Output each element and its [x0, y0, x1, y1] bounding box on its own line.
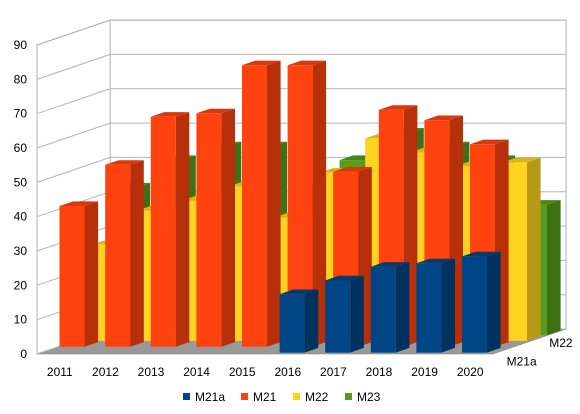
legend-label: M21: [253, 390, 277, 404]
bar-top: [333, 167, 372, 172]
legend-swatch-M21a: [183, 393, 190, 400]
gridline: [36, 19, 567, 46]
bar-side: [395, 262, 410, 353]
x-tick-label: 2017: [320, 365, 347, 379]
bar-M21-2013: [150, 112, 190, 347]
y-tick-label: 40: [14, 210, 28, 224]
bar-top: [279, 289, 319, 295]
bar-top: [196, 108, 235, 114]
bar-top: [462, 251, 501, 257]
bar-front: [150, 116, 176, 347]
bar-side: [130, 160, 144, 347]
bar-side: [527, 157, 541, 341]
y-tick-label: 20: [14, 278, 28, 292]
bar-top: [502, 157, 541, 163]
bar-top: [370, 262, 410, 267]
legend: M21a M21 M22 M23: [183, 390, 381, 404]
bar-M21a-2017: [325, 275, 364, 353]
bar-front: [287, 65, 313, 347]
bar-top: [150, 112, 190, 117]
depth-axis-ticks: M21a M22: [507, 336, 573, 368]
bar-side: [221, 108, 235, 347]
bar-front: [370, 266, 396, 353]
bar-M21-2016: [287, 60, 327, 347]
depth-tick-label: M21a: [507, 354, 537, 368]
bar-side: [312, 60, 327, 347]
bar-front: [196, 113, 222, 347]
bar-top: [325, 275, 364, 281]
y-tick-label: 30: [14, 244, 28, 258]
bar-front: [462, 256, 487, 353]
x-tick-label: 2012: [92, 365, 119, 379]
bar-front: [416, 263, 442, 353]
bar-top: [242, 60, 281, 66]
bar-side: [267, 60, 281, 347]
bar-M21-2015: [242, 60, 281, 347]
bar-side: [350, 275, 364, 353]
x-tick-label: 2020: [457, 365, 484, 379]
bar-front: [325, 280, 351, 353]
x-tick-label: 2013: [138, 365, 165, 379]
bar-M21a-2018: [370, 262, 410, 353]
gridline: [36, 88, 567, 115]
legend-swatch-M22: [293, 393, 300, 400]
y-axis-ticks: 0 10 20 30 40 50 60 70 80 90: [14, 38, 28, 361]
gridline: [36, 53, 567, 80]
bar-front: [279, 294, 305, 353]
x-tick-label: 2014: [183, 365, 210, 379]
bar-top: [287, 60, 327, 66]
bar-side: [175, 112, 190, 347]
bar-side: [304, 289, 319, 353]
x-tick-label: 2019: [411, 365, 438, 379]
bar-top: [424, 115, 463, 121]
bar-top: [416, 258, 455, 264]
legend-swatch-M21: [241, 393, 248, 400]
y-tick-label: 10: [14, 313, 28, 327]
bar-top: [105, 160, 144, 165]
y-tick-label: 50: [14, 175, 28, 189]
bar-M21-2012: [105, 160, 144, 347]
bar-M21-2014: [196, 108, 235, 347]
bar-top: [378, 105, 418, 110]
bar-side: [84, 201, 99, 347]
y-tick-label: 90: [14, 38, 28, 52]
bar-front: [242, 65, 267, 347]
bar-M21-2011: [59, 201, 99, 347]
bar-top: [470, 139, 509, 145]
bar-M21a-2019: [416, 258, 455, 353]
bar-side: [547, 200, 561, 336]
bars: [59, 60, 561, 353]
depth-tick-label: M22: [549, 336, 573, 350]
bar-side: [487, 251, 501, 353]
y-tick-label: 70: [14, 107, 28, 121]
y-tick-label: 60: [14, 141, 28, 155]
x-tick-label: 2015: [229, 365, 256, 379]
bar-M21a-2020: [462, 251, 501, 353]
legend-label: M22: [305, 390, 329, 404]
bar-front: [105, 164, 131, 347]
y-tick-label: 80: [14, 72, 28, 86]
bar-M21a-2016: [279, 289, 319, 353]
bar-front: [59, 206, 85, 347]
x-tick-label: 2016: [274, 365, 301, 379]
x-axis-ticks: 2011 2012 2013 2014 2015 2016 2017 2018 2019 2020: [47, 365, 484, 379]
x-tick-label: 2018: [366, 365, 393, 379]
legend-swatch-M23: [345, 393, 352, 400]
legend-label: M23: [357, 390, 381, 404]
x-tick-label: 2011: [47, 365, 73, 379]
bar-side: [441, 258, 455, 353]
legend-label: M21a: [195, 390, 225, 404]
y-tick-label: 0: [20, 347, 27, 361]
bar-top: [59, 201, 99, 206]
